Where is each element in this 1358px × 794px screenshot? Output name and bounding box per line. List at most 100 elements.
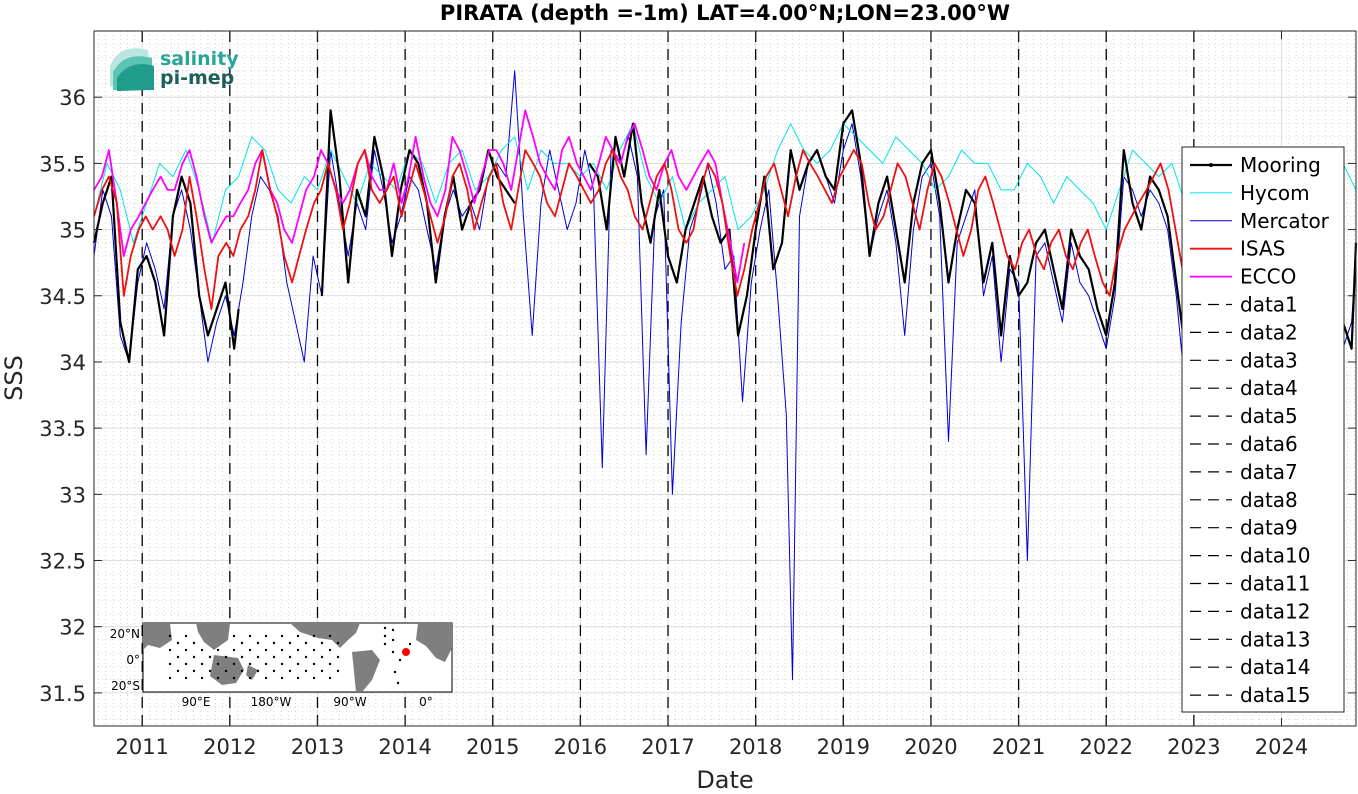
x-tick-label: 2011: [115, 735, 168, 759]
x-tick-label: 2014: [378, 735, 431, 759]
x-tick-label: 2020: [904, 735, 957, 759]
inset-mooring-dot: [192, 669, 196, 673]
inset-mooring-dot: [264, 676, 268, 680]
x-tick-label: 2021: [992, 735, 1045, 759]
inset-mooring-dot: [328, 662, 332, 666]
y-tick-label: 36: [59, 86, 86, 110]
inset-mooring-dot: [320, 641, 324, 645]
y-tick-label: 35.5: [39, 152, 86, 176]
inset-mooring-dot: [408, 642, 412, 646]
inset-lat-label-1: 20°N: [110, 627, 140, 641]
legend-label: data9: [1240, 516, 1298, 540]
inset-mooring-dot: [296, 676, 300, 680]
inset-mooring-dot: [398, 658, 402, 662]
inset-mooring-dot: [216, 662, 220, 666]
y-tick-label: 34: [59, 351, 86, 375]
inset-mooring-dot: [168, 676, 172, 680]
inset-mooring-dot: [280, 676, 284, 680]
inset-mooring-dot: [200, 676, 204, 680]
legend-label: data5: [1240, 404, 1298, 428]
inset-mooring-dot: [288, 655, 292, 659]
inset-map-moorings: [168, 626, 412, 685]
inset-mooring-dot: [320, 655, 324, 659]
plot-frame: [93, 30, 1357, 727]
inset-mooring-dot: [312, 676, 316, 680]
y-tick-label: 32.5: [39, 550, 86, 574]
y-tick-label: 34.5: [39, 285, 86, 309]
inset-map-land: [143, 623, 452, 692]
inset-mooring-dot: [312, 662, 316, 666]
legend-label: ISAS: [1240, 237, 1285, 261]
legend-label: data7: [1240, 460, 1298, 484]
legend-label: data4: [1240, 376, 1298, 400]
x-tick-label: 2022: [1080, 735, 1133, 759]
y-tick-label: 33.5: [39, 417, 86, 441]
inset-mooring-dot: [264, 662, 268, 666]
inset-mooring-dot: [240, 655, 244, 659]
legend-label: data14: [1240, 655, 1311, 679]
legend-label: data6: [1240, 432, 1298, 456]
inset-mooring-dot: [176, 655, 180, 659]
series-line-ecco: [93, 109, 746, 284]
inset-map-ocean: [142, 622, 453, 693]
inset-mooring-dot: [304, 641, 308, 645]
inset-mooring-dot: [383, 626, 387, 630]
x-tick-label: 2024: [1255, 735, 1308, 759]
legend-label: Mooring: [1240, 153, 1321, 177]
inset-mooring-dot: [256, 669, 260, 673]
inset-mooring-dot: [176, 641, 180, 645]
x-tick-label: 2019: [817, 735, 870, 759]
inset-lon-label-1: 90°E: [182, 695, 211, 709]
x-tick-label: 2013: [291, 735, 344, 759]
inset-mooring-dot: [248, 648, 252, 652]
inset-mooring-dot: [296, 648, 300, 652]
legend-label: data3: [1240, 348, 1298, 372]
inset-mooring-dot: [312, 634, 316, 638]
inset-mooring-dot: [296, 662, 300, 666]
inset-mooring-dot: [336, 655, 340, 659]
legend-label: data12: [1240, 599, 1311, 623]
inset-mooring-dot: [288, 641, 292, 645]
legend-label: data13: [1240, 627, 1311, 651]
logo-line2: pi-mep: [160, 67, 234, 89]
inset-mooring-dot: [280, 662, 284, 666]
inset-mooring-dot: [168, 662, 172, 666]
inset-mooring-dot: [264, 634, 268, 638]
salinity-pi-mep-logo: salinity pi-mep: [110, 48, 239, 91]
inset-mooring-dot: [184, 648, 188, 652]
inset-mooring-dot: [328, 648, 332, 652]
inset-mooring-dot: [280, 648, 284, 652]
y-tick-label: 32: [59, 616, 86, 640]
inset-mooring-dot: [232, 662, 236, 666]
legend-label: data10: [1240, 544, 1311, 568]
inset-mooring-dot: [391, 628, 395, 632]
axis-ticks: [94, 31, 1356, 726]
inset-mooring-dot: [240, 641, 244, 645]
inset-mooring-dot: [232, 648, 236, 652]
legend-box: [1181, 146, 1345, 713]
inset-mooring-dot: [304, 655, 308, 659]
inset-mooring-dot: [288, 669, 292, 673]
x-tick-label: 2012: [203, 735, 256, 759]
legend-label: ECCO: [1240, 265, 1296, 289]
series-line-mercator: [93, 70, 1357, 681]
legend-label: Hycom: [1240, 181, 1310, 205]
inset-mooring-dot: [216, 676, 220, 680]
inset-mooring-dot: [200, 648, 204, 652]
inset-mooring-dot: [208, 669, 212, 673]
x-tick-label: 2017: [641, 735, 694, 759]
inset-mooring-dot: [232, 676, 236, 680]
inset-mooring-dot: [176, 669, 180, 673]
inset-mooring-dot: [383, 642, 387, 646]
legend-label: data11: [1240, 572, 1311, 596]
inset-lon-label-4: 0°: [419, 695, 433, 709]
inset-mooring-dot: [184, 662, 188, 666]
legend-label: Mercator: [1240, 209, 1330, 233]
inset-map-location-marker: [402, 648, 410, 656]
inset-mooring-dot: [192, 655, 196, 659]
legend-label: data2: [1240, 320, 1298, 344]
inset-mooring-dot: [391, 638, 395, 642]
legend: Mooring Hycom Mercator ISAS ECCO data1 data2 da…: [1181, 146, 1345, 713]
